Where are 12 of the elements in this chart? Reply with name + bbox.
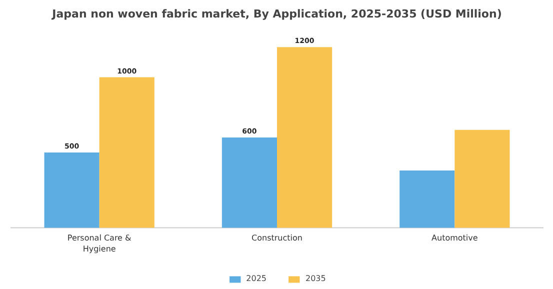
x-tick-label: Personal Care & Hygiene: [67, 234, 132, 254]
bar: [99, 77, 154, 228]
legend-label: 2025: [246, 274, 266, 283]
bar: [400, 170, 455, 228]
x-tick-label: Automotive: [432, 234, 478, 243]
chart-title: Japan non woven fabric market, By Application, 2025-2035 (USD Million): [51, 8, 502, 20]
bar: [277, 47, 332, 228]
legend-label: 2035: [306, 274, 326, 283]
x-tick-label: Construction: [252, 234, 302, 243]
bar: [454, 130, 510, 228]
bar: [44, 152, 100, 228]
bar: [222, 137, 277, 228]
